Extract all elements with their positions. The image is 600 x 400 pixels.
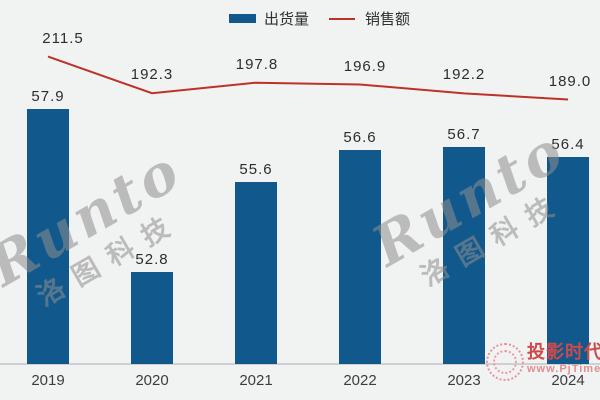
bar-2020 (131, 271, 173, 364)
line-value-label-2020: 192.3 (130, 66, 174, 84)
bar-value-label-2024: 56.4 (551, 135, 585, 153)
bar-value-label-2022: 56.6 (343, 129, 377, 147)
bar-value-label-2021: 55.6 (239, 161, 273, 179)
pjtime-url: www.PjTime.com (527, 363, 600, 375)
bar-2023 (443, 146, 485, 364)
line-value-label-2024: 189.0 (548, 72, 592, 90)
x-axis-label-2023: 2023 (447, 372, 481, 389)
legend-bar-label: 出货量 (264, 11, 310, 28)
x-axis-label-2024: 2024 (551, 372, 585, 389)
x-axis-label-2020: 2020 (135, 372, 169, 389)
x-axis-line (0, 363, 600, 365)
line-value-label-2021: 197.8 (235, 55, 279, 73)
pjtime-title: 投影时代 (527, 342, 600, 362)
watermark-pjtime: 投影时代 www.PjTime.com (486, 341, 600, 381)
legend-line-swatch-icon (329, 17, 356, 20)
x-axis-label-2019: 2019 (31, 372, 65, 389)
legend: 出货量 销售额 (229, 8, 410, 29)
bar-2024 (547, 156, 589, 364)
legend-bar-swatch-icon (229, 14, 256, 23)
bar-value-label-2020: 52.8 (135, 250, 169, 268)
bar-2019 (27, 108, 69, 364)
bar-value-label-2019: 57.9 (31, 87, 65, 105)
line-value-label-2019: 211.5 (42, 29, 84, 47)
x-axis-label-2022: 2022 (343, 372, 377, 389)
x-axis-label-2021: 2021 (239, 372, 273, 389)
line-value-label-2022: 196.9 (343, 57, 387, 75)
bar-2021 (235, 182, 277, 364)
bar-value-label-2023: 56.7 (447, 125, 481, 143)
legend-line-label: 销售额 (365, 11, 411, 28)
bar-2022 (339, 150, 381, 364)
line-value-label-2023: 192.2 (442, 66, 486, 84)
sales-line (47, 55, 569, 101)
pjtime-logo-icon (486, 343, 524, 381)
